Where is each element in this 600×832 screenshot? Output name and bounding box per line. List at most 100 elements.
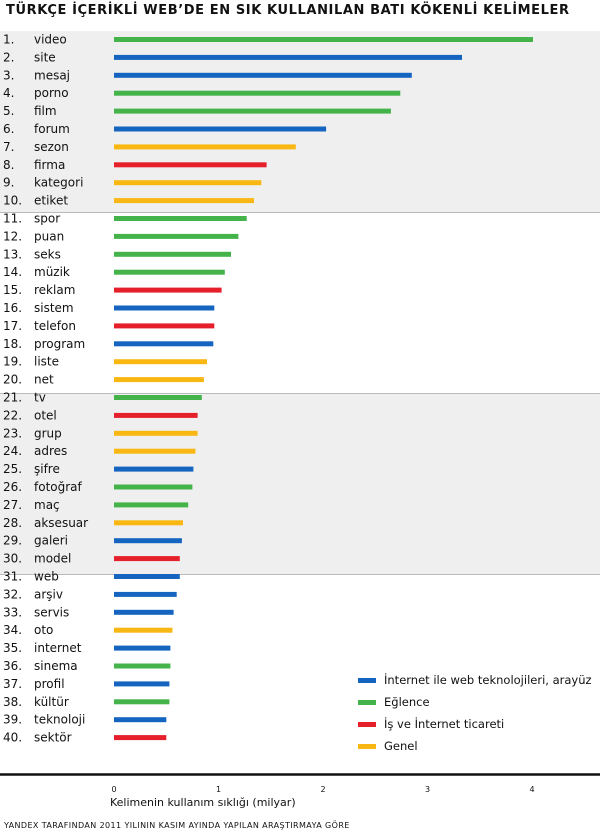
- row-word: video: [34, 33, 67, 47]
- row-rank: 14.: [3, 265, 22, 279]
- bar: [114, 108, 391, 114]
- row-word: model: [34, 552, 71, 566]
- bar: [114, 574, 180, 579]
- row-word: reklam: [34, 283, 75, 297]
- row-rank: 11.: [3, 212, 22, 226]
- row-word: mesaj: [34, 68, 70, 82]
- row-rank: 1.: [3, 33, 14, 47]
- row-rank: 26.: [3, 480, 22, 494]
- row-word: program: [34, 337, 85, 351]
- row-word: seks: [34, 247, 61, 261]
- row-word: kültür: [34, 695, 69, 709]
- bar: [114, 287, 222, 293]
- row-rank: 36.: [3, 659, 22, 673]
- legend-swatch: [358, 744, 376, 749]
- row-rank: 21.: [3, 391, 22, 405]
- row-rank: 24.: [3, 444, 22, 458]
- bar: [114, 466, 194, 472]
- bar: [114, 556, 180, 562]
- x-axis-label: Kelimenin kullanım sıklığı (milyar): [110, 796, 296, 809]
- legend: İnternet ile web teknolojileri, arayüz Eğ…: [358, 672, 592, 753]
- row-rank: 31.: [3, 570, 22, 584]
- row-word: firma: [34, 158, 65, 172]
- row-rank: 23.: [3, 426, 22, 440]
- bar: [114, 251, 231, 257]
- row-word: sezon: [34, 140, 69, 154]
- bar: [114, 681, 170, 687]
- bar: [114, 591, 177, 597]
- bar: [114, 180, 262, 186]
- x-tick-label: 3: [425, 785, 430, 794]
- x-tick-label: 1: [216, 785, 221, 794]
- row-word: arşiv: [34, 587, 63, 601]
- row-word: porno: [34, 86, 69, 100]
- row-word: net: [34, 373, 54, 387]
- group-band: [0, 574, 600, 774]
- row-rank: 20.: [3, 373, 22, 387]
- row-rank: 4.: [3, 86, 14, 100]
- row-word: internet: [34, 641, 82, 655]
- bar: [114, 90, 401, 96]
- bar: [114, 72, 412, 78]
- row-rank: 18.: [3, 337, 22, 351]
- row-rank: 25.: [3, 462, 22, 476]
- row-rank: 7.: [3, 140, 14, 154]
- row-rank: 32.: [3, 587, 22, 601]
- row-word: web: [34, 570, 59, 584]
- row-rank: 29.: [3, 534, 22, 548]
- bar: [114, 54, 462, 60]
- row-word: adres: [34, 444, 67, 458]
- row-word: sektör: [34, 731, 72, 745]
- row-word: liste: [34, 355, 59, 369]
- row-rank: 17.: [3, 319, 22, 333]
- row-word: tv: [34, 391, 46, 405]
- row-word: aksesuar: [34, 516, 88, 530]
- legend-label: İnternet ile web teknolojileri, arayüz: [384, 672, 592, 687]
- legend-swatch: [358, 722, 376, 727]
- row-rank: 2.: [3, 50, 14, 64]
- row-rank: 3.: [3, 68, 14, 82]
- x-tick-label: 2: [320, 785, 325, 794]
- row-rank: 6.: [3, 122, 14, 136]
- x-tick-label: 4: [529, 785, 534, 794]
- bar: [114, 717, 167, 723]
- row-word: profil: [34, 677, 65, 691]
- row-rank: 15.: [3, 283, 22, 297]
- bar: [114, 269, 225, 275]
- row-rank: 22.: [3, 408, 22, 422]
- row-rank: 5.: [3, 104, 14, 118]
- row-word: oto: [34, 623, 53, 637]
- row-word: otel: [34, 408, 57, 422]
- bar: [114, 699, 170, 705]
- bar: [114, 341, 214, 347]
- bar: [114, 323, 215, 329]
- row-rank: 27.: [3, 498, 22, 512]
- row-word: sistem: [34, 301, 74, 315]
- source-note: YANDEX TARAFINDAN 2011 YILININ KASIM AYI…: [3, 820, 350, 830]
- row-word: müzik: [34, 265, 70, 279]
- row-word: etiket: [34, 194, 68, 208]
- bar: [114, 502, 189, 508]
- row-word: puan: [34, 229, 64, 243]
- row-rank: 30.: [3, 552, 22, 566]
- bar: [114, 233, 239, 239]
- bar: [114, 412, 198, 418]
- bar: [114, 627, 173, 633]
- row-rank: 19.: [3, 355, 22, 369]
- row-word: teknoloji: [34, 713, 85, 727]
- group-bands: [0, 31, 600, 774]
- legend-label: Genel: [384, 739, 418, 753]
- legend-swatch: [358, 678, 376, 683]
- row-word: servis: [34, 605, 69, 619]
- bar: [114, 126, 327, 132]
- row-rank: 16.: [3, 301, 22, 315]
- bar: [114, 216, 247, 221]
- bar: [114, 144, 296, 150]
- bar: [114, 645, 171, 651]
- row-word: maç: [34, 498, 60, 512]
- bar: [114, 198, 254, 204]
- group-band: [0, 212, 600, 393]
- row-word: şifre: [34, 462, 60, 476]
- chart-title: TÜRKÇE İÇERİKLİ WEB’DE EN SIK KULLANILAN…: [6, 2, 570, 18]
